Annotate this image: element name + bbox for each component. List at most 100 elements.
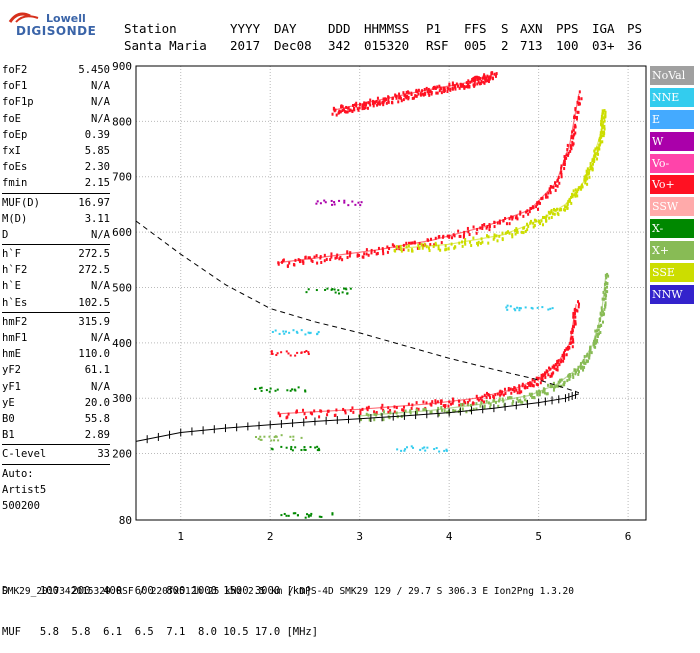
trace-point [476,82,479,86]
trace-point [543,391,546,395]
trace-point [541,390,544,394]
trace-point [603,109,606,113]
trace-point [578,90,581,94]
trace-point [568,346,571,350]
param-name: h`Es [2,296,28,309]
trace-point [493,72,496,76]
logo-digisonde: DIGISONDE [16,24,97,38]
trace-point [465,85,468,89]
sporadic-point [435,447,438,450]
trace-point [464,242,467,246]
trace-point [588,353,591,357]
trace-point [583,365,586,369]
trace-point [479,82,482,86]
trace-point [382,410,385,414]
sporadic-point [283,512,286,515]
trace-point [443,90,446,94]
trace-point [329,258,332,262]
y-tick-label: 500 [112,281,132,294]
sporadic-point [275,354,278,357]
trace-point [360,418,363,422]
logo-lowell: Lowell [46,12,86,25]
trace-point [453,409,456,413]
sporadic-point [530,306,533,309]
trace-point [411,249,414,253]
trace-point [400,249,403,253]
trace-point [591,166,594,170]
trace-point [604,286,607,290]
trace-point [536,392,539,396]
param-row-foep: foEp 0.39 [2,127,110,143]
trace-point [601,126,604,130]
param-value: 61.1 [84,364,110,377]
trace-point [438,84,441,88]
param-row-b1: B1 2.89 [2,427,110,443]
trace-point [433,243,436,247]
trace-point [369,103,372,107]
trace-point [305,416,308,420]
trace-point [549,191,552,195]
sporadic-point [304,333,307,336]
trace-point [523,398,526,402]
header-value-0: Santa Maria [124,38,207,53]
trace-point [503,403,506,407]
trace-point [571,195,574,199]
sporadic-point [291,449,294,452]
trace-point [585,174,588,178]
sporadic-point [290,448,293,451]
param-separator [2,444,110,446]
trace-point [479,396,482,400]
param-row-yf2: yF2 61.1 [2,362,110,378]
param-row-hme: hmE 110.0 [2,346,110,362]
trace-point [444,244,447,248]
trace-point [596,149,599,153]
trace-point [583,175,586,179]
trace-point [568,199,571,203]
trace-point [295,410,298,414]
sporadic-point [270,439,273,442]
trace-point [583,355,586,359]
trace-point [399,96,402,100]
trace-point [577,368,580,372]
sporadic-point [316,200,319,203]
trace-point [355,101,358,105]
trace-point [415,401,418,405]
trace-point [407,402,410,406]
sporadic-point [319,202,322,205]
param-name: h`F [2,248,21,261]
trace-point [307,256,310,260]
trace-point [468,233,471,237]
header-label-5: P1 [426,21,442,36]
trace-point [313,255,316,259]
trace-point [570,336,573,340]
trace-point [510,396,513,400]
trace-point [511,217,514,221]
header-label-10: IGA [592,21,615,36]
sporadic-point [424,449,427,452]
sporadic-point [300,351,303,354]
trace-point [569,146,572,150]
trace-point [332,106,335,110]
trace-point [553,386,556,390]
trace-point [359,409,362,413]
sporadic-point [551,307,554,310]
trace-point [563,356,566,360]
trace-point [537,200,540,204]
sporadic-point [349,287,352,290]
trace-point [514,232,517,236]
sporadic-point [278,332,281,335]
sporadic-point [400,449,403,452]
sporadic-point [426,446,429,449]
trace-point [395,96,398,100]
trace-point [589,346,592,350]
trace-line [279,93,580,264]
trace-point [402,98,405,102]
sporadic-point [536,306,539,309]
trace-point [481,399,484,403]
trace-point [398,92,401,96]
trace-point [532,225,535,229]
trace-line [279,304,577,415]
trace-point [581,183,584,187]
header-value-4: 015320 [364,38,410,53]
trace-point [571,345,574,349]
